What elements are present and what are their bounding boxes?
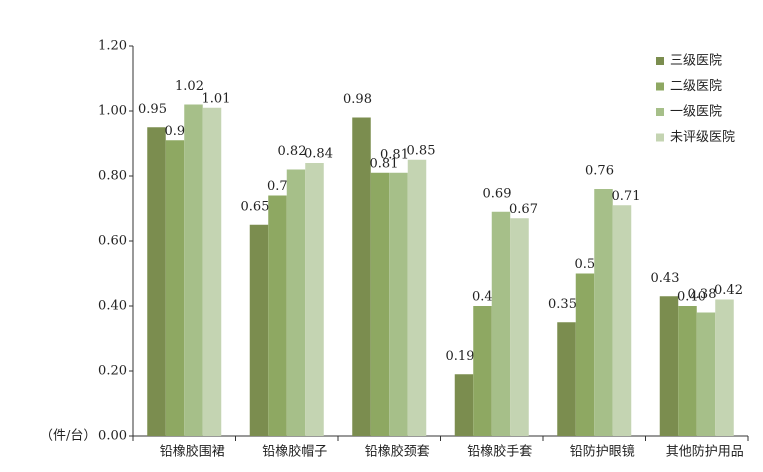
data-label: 0.35 (548, 297, 577, 312)
bar (594, 189, 613, 436)
data-label: 0.42 (714, 283, 743, 298)
bar (659, 296, 679, 436)
y-tick-label: 0.60 (98, 234, 127, 249)
data-label: 0.76 (585, 164, 614, 179)
y-tick-label: 0.20 (98, 364, 127, 379)
bar (370, 172, 390, 436)
data-label: 0.82 (278, 144, 307, 159)
data-label: 0.40 (677, 290, 706, 305)
bar (678, 306, 697, 436)
bar (612, 205, 632, 436)
data-label: 0.81 (370, 156, 399, 171)
data-label: 1.01 (202, 91, 231, 106)
y-axis-label: （件/台） (40, 429, 96, 444)
bar (202, 107, 222, 436)
bar (575, 273, 595, 436)
data-label: 0.98 (343, 92, 372, 107)
legend-swatch (656, 82, 664, 91)
x-tick-label: 铅橡胶围裙 (160, 444, 225, 460)
y-tick-label: 1.20 (98, 39, 127, 54)
data-label: 0.84 (304, 147, 333, 162)
bar (352, 117, 371, 436)
bar (147, 127, 166, 436)
bar (249, 224, 269, 436)
data-label: 1.02 (175, 79, 204, 94)
y-tick-label: 0.40 (98, 299, 127, 314)
x-tick-label: 其他防护用品 (666, 444, 744, 460)
legend-swatch (656, 133, 664, 142)
y-tick-label: 0.00 (98, 429, 127, 444)
data-label: 0.69 (483, 186, 512, 201)
bar (389, 172, 408, 436)
legend-label: 一级医院 (670, 105, 722, 120)
data-label: 0.81 (380, 147, 409, 162)
bar (305, 163, 324, 436)
bar (268, 195, 287, 436)
bar (557, 322, 576, 436)
x-tick-label: 铅橡胶帽子 (262, 444, 327, 460)
data-label: 0.67 (509, 202, 538, 217)
y-tick-label: 0.80 (98, 169, 127, 184)
data-label: 0.71 (612, 189, 641, 204)
bar (407, 159, 427, 436)
legend-label: 三级医院 (670, 54, 722, 69)
legend-label: 二级医院 (670, 79, 722, 94)
legend-swatch (656, 57, 664, 65)
bar (473, 306, 492, 436)
legend-label: 未评级医院 (670, 130, 735, 145)
y-tick-label: 1.00 (98, 104, 127, 119)
bar (286, 169, 306, 436)
bar (510, 218, 529, 436)
bar (696, 312, 716, 436)
x-tick-label: 铅橡胶颈套 (365, 444, 430, 460)
legend-swatch (656, 108, 664, 116)
bar (165, 140, 185, 436)
bar (491, 211, 511, 436)
data-label: 0.38 (688, 287, 717, 302)
data-label: 0.65 (241, 199, 270, 214)
data-label: 0.43 (651, 271, 680, 286)
x-tick-label: 铅防护眼镜 (570, 444, 635, 460)
data-label: 0.19 (446, 349, 475, 364)
bar (715, 299, 734, 436)
bar (454, 374, 474, 436)
x-tick-label: 铅橡胶手套 (467, 444, 532, 460)
bar (184, 104, 203, 436)
data-label: 0.85 (407, 143, 436, 158)
data-label: 0.95 (138, 102, 167, 117)
